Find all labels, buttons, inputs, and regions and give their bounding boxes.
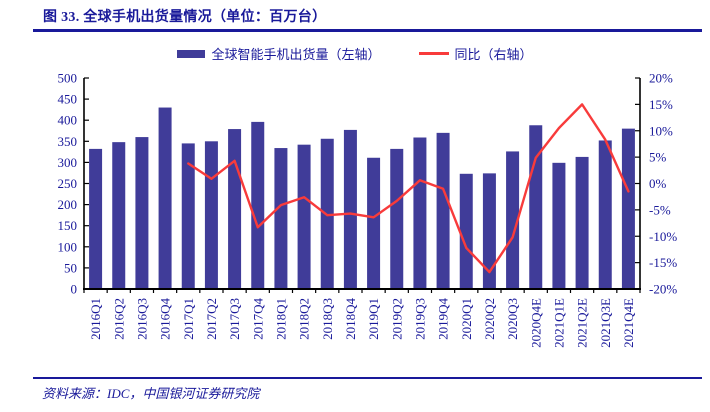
bar-2019Q3 bbox=[413, 137, 427, 289]
left-axis-tick-label: 300 bbox=[58, 155, 78, 170]
x-axis-label: 2016Q2 bbox=[111, 298, 126, 340]
legend-item-yoy: 同比（右轴） bbox=[418, 44, 533, 63]
bar-2019Q1 bbox=[367, 157, 381, 289]
left-axis-tick-label: 0 bbox=[71, 282, 78, 297]
bar-2021Q4E bbox=[621, 128, 635, 289]
bar-2020Q2 bbox=[482, 173, 496, 289]
x-axis-label: 2017Q4 bbox=[250, 298, 265, 340]
bar-2021Q3E bbox=[598, 140, 612, 289]
x-axis-label: 2017Q3 bbox=[227, 298, 242, 340]
left-axis-tick-label: 50 bbox=[64, 260, 77, 275]
bar-line-chart: 50045040035030025020015010050020%15%10%5… bbox=[58, 71, 678, 348]
x-axis-label: 2018Q3 bbox=[320, 298, 335, 340]
left-axis-tick-label: 250 bbox=[58, 176, 78, 191]
bar-2017Q4 bbox=[251, 121, 265, 289]
x-axis-label: 2016Q3 bbox=[134, 298, 149, 340]
bar-2017Q3 bbox=[228, 129, 242, 289]
bar-2020Q4E bbox=[529, 125, 543, 289]
chart-legend: 全球智能手机出货量（左轴） 同比（右轴） bbox=[0, 44, 710, 63]
left-axis-tick-label: 500 bbox=[58, 71, 78, 86]
left-axis-tick-label: 450 bbox=[58, 92, 78, 107]
x-axis-label: 2017Q2 bbox=[204, 298, 219, 340]
left-axis-tick-label: 350 bbox=[58, 134, 78, 149]
yoy-line bbox=[187, 103, 630, 274]
x-axis-label: 2020Q2 bbox=[482, 298, 497, 340]
legend-label-shipments: 全球智能手机出货量（左轴） bbox=[211, 47, 381, 62]
bar-2021Q2E bbox=[575, 156, 589, 289]
right-axis-tick-label: 0% bbox=[649, 176, 667, 191]
bar-2018Q2 bbox=[297, 144, 311, 289]
bar-2017Q1 bbox=[181, 143, 195, 289]
figure-title: 图 33. 全球手机出货量情况（单位：百万台） bbox=[43, 10, 327, 25]
left-axis-tick-label: 150 bbox=[58, 218, 78, 233]
line-series-swatch-icon bbox=[418, 52, 449, 55]
left-axis-tick-label: 400 bbox=[58, 113, 78, 128]
right-axis-tick-label: -15% bbox=[649, 255, 677, 270]
right-axis-tick-label: -10% bbox=[649, 229, 677, 244]
bar-2016Q2 bbox=[112, 142, 126, 289]
right-axis-tick-label: 20% bbox=[649, 71, 673, 86]
x-axis-label: 2018Q4 bbox=[343, 298, 358, 340]
source-note: 资料来源：IDC，中国银河证券研究院 bbox=[42, 386, 260, 401]
bar-2016Q3 bbox=[135, 137, 149, 289]
source-divider bbox=[33, 377, 702, 379]
bar-2017Q2 bbox=[204, 141, 218, 289]
x-axis-label: 2018Q1 bbox=[273, 298, 288, 340]
x-axis-label: 2020Q3 bbox=[505, 298, 520, 340]
x-axis-label: 2019Q2 bbox=[389, 298, 404, 340]
right-axis-tick-label: 15% bbox=[649, 97, 673, 112]
x-axis-label: 2018Q2 bbox=[297, 298, 312, 340]
x-axis-label: 2016Q1 bbox=[88, 298, 103, 340]
x-axis-label: 2020Q1 bbox=[459, 298, 474, 340]
x-axis-label: 2020Q4E bbox=[528, 298, 543, 348]
left-axis-tick-label: 100 bbox=[58, 239, 78, 254]
bar-2016Q1 bbox=[89, 148, 103, 289]
right-axis-tick-label: -20% bbox=[649, 282, 677, 297]
x-axis-label: 2016Q4 bbox=[158, 298, 173, 340]
x-axis-label: 2019Q4 bbox=[436, 298, 451, 340]
left-axis-tick-label: 200 bbox=[58, 197, 78, 212]
legend-item-shipments: 全球智能手机出货量（左轴） bbox=[177, 44, 381, 63]
bar-2016Q4 bbox=[158, 107, 172, 289]
x-axis-label: 2021Q2E bbox=[575, 298, 590, 348]
x-axis-label: 2019Q3 bbox=[412, 298, 427, 340]
x-axis-label: 2021Q1E bbox=[551, 298, 566, 348]
x-axis-label: 2021Q4E bbox=[621, 298, 636, 348]
right-axis-tick-label: 5% bbox=[649, 150, 667, 165]
bar-2018Q1 bbox=[274, 148, 288, 289]
title-divider bbox=[33, 29, 702, 32]
legend-label-yoy: 同比（右轴） bbox=[454, 47, 533, 62]
x-axis-label: 2019Q1 bbox=[366, 298, 381, 340]
x-axis-label: 2021Q3E bbox=[598, 298, 613, 348]
bar-2021Q1E bbox=[552, 162, 566, 289]
bar-2019Q2 bbox=[390, 148, 404, 289]
right-axis-tick-label: 10% bbox=[649, 123, 673, 138]
bar-2020Q1 bbox=[459, 173, 473, 289]
bar-2018Q4 bbox=[343, 129, 357, 289]
bar-2020Q3 bbox=[506, 151, 520, 289]
bar-2019Q4 bbox=[436, 132, 450, 289]
x-axis-label: 2017Q1 bbox=[181, 298, 196, 340]
bar-series-swatch-icon bbox=[177, 49, 206, 58]
right-axis-tick-label: -5% bbox=[649, 202, 671, 217]
